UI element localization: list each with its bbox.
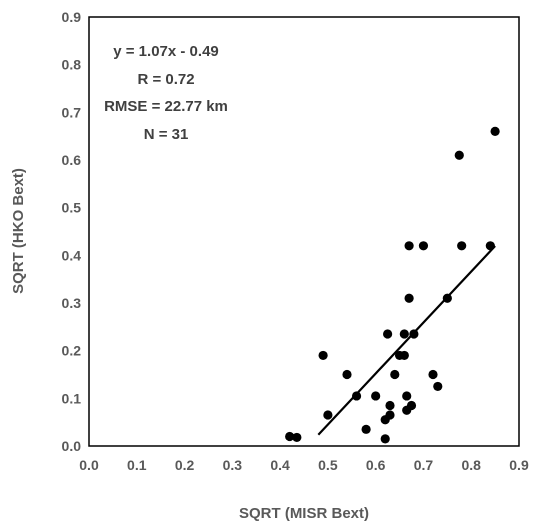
y-tick-label: 0.8 <box>62 57 82 73</box>
data-point <box>383 329 393 339</box>
data-point <box>318 350 328 361</box>
x-tick-label: 0.4 <box>270 457 290 473</box>
data-point <box>418 241 429 251</box>
annotation-equation: y = 1.07x - 0.49 <box>113 43 219 60</box>
data-point <box>433 381 443 392</box>
stats-annotation: y = 1.07x - 0.49 R = 0.72 RMSE = 22.77 k… <box>104 43 228 143</box>
x-tick-label: 0.9 <box>509 457 529 473</box>
y-axis-title: SQRT (HKO Bext) <box>10 168 27 294</box>
data-point <box>490 126 500 136</box>
annotation-n: N = 31 <box>144 126 189 143</box>
data-point <box>371 391 381 401</box>
annotation-rmse: RMSE = 22.77 km <box>104 98 228 115</box>
data-point <box>361 424 371 434</box>
x-tick-label: 0.1 <box>127 457 147 473</box>
plot-frame <box>88 16 520 447</box>
data-point <box>285 431 295 442</box>
data-point <box>292 432 302 443</box>
y-tick-label: 0.2 <box>62 343 82 359</box>
y-tick-label: 0.7 <box>62 104 82 120</box>
y-tick-label: 0.6 <box>62 152 82 168</box>
y-tick-label: 0.5 <box>62 200 82 216</box>
x-tick-label: 0.7 <box>414 457 434 473</box>
data-point <box>404 293 414 303</box>
data-point <box>454 150 464 160</box>
data-point <box>442 293 452 303</box>
data-point <box>457 241 467 251</box>
y-tick-label: 0.3 <box>62 295 82 311</box>
x-tick-label: 0.2 <box>175 457 195 473</box>
data-point <box>385 400 395 411</box>
data-point <box>409 329 419 339</box>
data-point <box>390 369 400 380</box>
y-tick-label: 0.4 <box>62 247 82 263</box>
x-tick-label: 0.0 <box>79 457 99 473</box>
data-point <box>428 369 438 380</box>
data-point <box>351 391 362 401</box>
data-point <box>342 369 352 380</box>
x-axis-title: SQRT (MISR Bext) <box>239 505 369 522</box>
y-tick-labels: 0.0 0.1 0.2 0.3 0.4 0.5 0.6 0.7 0.8 0.9 <box>62 9 82 454</box>
y-tick-label: 0.9 <box>62 9 82 25</box>
y-tick-label: 0.1 <box>62 390 82 406</box>
data-point <box>399 350 409 361</box>
data-points <box>285 126 500 444</box>
x-tick-labels: 0.0 0.1 0.2 0.3 0.4 0.5 0.6 0.7 0.8 0.9 <box>79 457 529 473</box>
annotation-r: R = 0.72 <box>137 71 194 88</box>
data-point <box>406 400 417 411</box>
x-tick-label: 0.5 <box>318 457 338 473</box>
trendline <box>317 245 496 436</box>
x-tick-label: 0.6 <box>366 457 386 473</box>
data-point <box>385 410 395 420</box>
data-point <box>380 434 390 444</box>
data-point <box>399 329 409 339</box>
data-point <box>404 241 414 251</box>
y-tick-label: 0.0 <box>62 438 82 454</box>
x-tick-label: 0.8 <box>461 457 481 473</box>
data-point <box>402 391 412 401</box>
data-point <box>485 241 495 251</box>
x-tick-label: 0.3 <box>223 457 243 473</box>
data-point <box>323 410 333 420</box>
